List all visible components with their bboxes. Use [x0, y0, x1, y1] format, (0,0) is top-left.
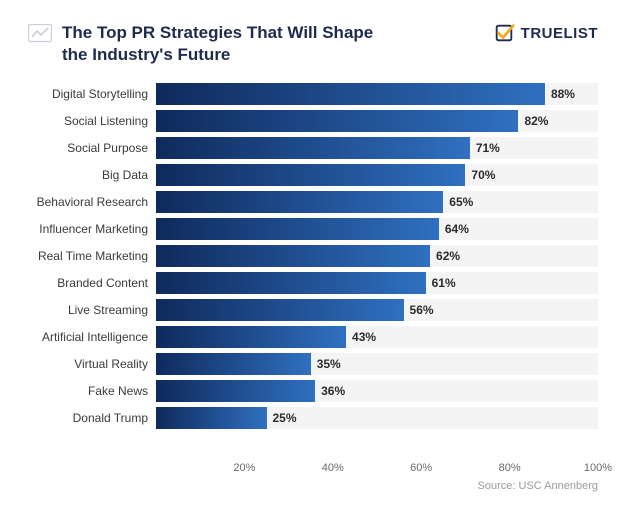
x-tick: 80%: [499, 462, 521, 474]
bar-row: Donald Trump 25%: [28, 404, 598, 431]
bar-track: 56%: [156, 299, 598, 321]
bar-fill: [156, 164, 465, 186]
category-label: Behavioral Research: [28, 195, 156, 209]
bar-track: 88%: [156, 83, 598, 105]
brand-logo-text: TRUELIST: [521, 25, 598, 42]
bar-fill: [156, 380, 315, 402]
category-label: Influencer Marketing: [28, 222, 156, 236]
brand-logo: TRUELIST: [493, 22, 598, 44]
category-label: Digital Storytelling: [28, 87, 156, 101]
bar-fill: [156, 353, 311, 375]
category-label: Fake News: [28, 384, 156, 398]
bar-track: 71%: [156, 137, 598, 159]
bar-track: 43%: [156, 326, 598, 348]
bar-track: 61%: [156, 272, 598, 294]
bar-value: 62%: [436, 249, 460, 263]
bar-row: Artificial Intelligence 43%: [28, 323, 598, 350]
x-tick: 20%: [233, 462, 255, 474]
chart-title: The Top PR Strategies That Will Shape th…: [62, 22, 382, 66]
bar-value: 70%: [471, 168, 495, 182]
bar-fill: [156, 245, 430, 267]
bar-fill: [156, 299, 404, 321]
bar-track: 82%: [156, 110, 598, 132]
bar-value: 64%: [445, 222, 469, 236]
chart-icon: [28, 24, 52, 44]
bar-track: 65%: [156, 191, 598, 213]
truelist-logo-icon: [493, 22, 515, 44]
bar-row: Fake News 36%: [28, 377, 598, 404]
bar-value: 36%: [321, 384, 345, 398]
bar-fill: [156, 110, 518, 132]
bar-row: Behavioral Research 65%: [28, 188, 598, 215]
x-tick: 60%: [410, 462, 432, 474]
bar-value: 35%: [317, 357, 341, 371]
category-label: Branded Content: [28, 276, 156, 290]
bar-value: 25%: [273, 411, 297, 425]
bar-value: 61%: [432, 276, 456, 290]
bar-row: Live Streaming 56%: [28, 296, 598, 323]
bar-fill: [156, 272, 426, 294]
bar-chart: Digital Storytelling 88% Social Listening 8…: [28, 80, 598, 458]
x-tick: 100%: [584, 462, 612, 474]
category-label: Social Listening: [28, 114, 156, 128]
bar-value: 88%: [551, 87, 575, 101]
bar-value: 82%: [524, 114, 548, 128]
bar-row: Virtual Reality 35%: [28, 350, 598, 377]
category-label: Live Streaming: [28, 303, 156, 317]
bar-row: Social Listening 82%: [28, 107, 598, 134]
bar-value: 56%: [410, 303, 434, 317]
bar-row: Big Data 70%: [28, 161, 598, 188]
bar-fill: [156, 218, 439, 240]
header: The Top PR Strategies That Will Shape th…: [28, 22, 598, 66]
title-wrap: The Top PR Strategies That Will Shape th…: [28, 22, 382, 66]
bar-row: Branded Content 61%: [28, 269, 598, 296]
bar-fill: [156, 407, 267, 429]
bar-fill: [156, 83, 545, 105]
bar-row: Digital Storytelling 88%: [28, 80, 598, 107]
bar-track: 35%: [156, 353, 598, 375]
chart-card: The Top PR Strategies That Will Shape th…: [0, 0, 626, 506]
bar-fill: [156, 137, 470, 159]
bar-fill: [156, 326, 346, 348]
category-label: Donald Trump: [28, 411, 156, 425]
bar-row: Social Purpose 71%: [28, 134, 598, 161]
bar-value: 71%: [476, 141, 500, 155]
bar-fill: [156, 191, 443, 213]
category-label: Virtual Reality: [28, 357, 156, 371]
source-attribution: Source: USC Annenberg: [478, 480, 598, 492]
category-label: Real Time Marketing: [28, 249, 156, 263]
x-tick: 40%: [322, 462, 344, 474]
bar-track: 64%: [156, 218, 598, 240]
category-label: Big Data: [28, 168, 156, 182]
bar-track: 70%: [156, 164, 598, 186]
bar-track: 25%: [156, 407, 598, 429]
bar-track: 62%: [156, 245, 598, 267]
category-label: Artificial Intelligence: [28, 330, 156, 344]
bar-value: 43%: [352, 330, 376, 344]
bar-row: Influencer Marketing 64%: [28, 215, 598, 242]
bar-track: 36%: [156, 380, 598, 402]
category-label: Social Purpose: [28, 141, 156, 155]
bar-row: Real Time Marketing 62%: [28, 242, 598, 269]
bar-value: 65%: [449, 195, 473, 209]
